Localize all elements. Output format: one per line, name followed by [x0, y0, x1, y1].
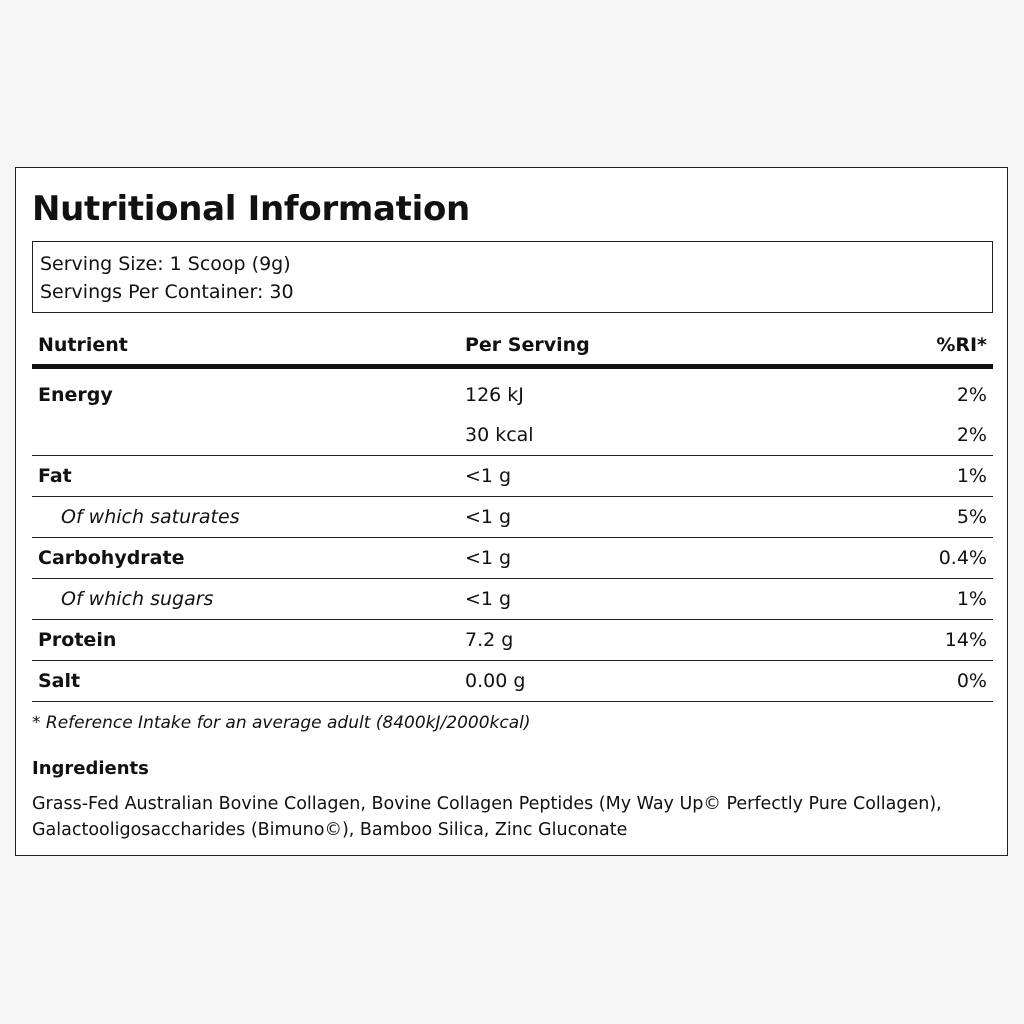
reference-intake-footnote: * Reference Intake for an average adult … [32, 713, 531, 733]
serving-info-box: Serving Size: 1 Scoop (9g) Servings Per … [32, 241, 993, 313]
per-serving-value: <1 g [459, 537, 861, 579]
ri-value: 2% [956, 384, 987, 406]
ri-value: 1% [861, 455, 993, 497]
per-serving-value: 126 kJ [465, 384, 524, 406]
table-row: Salt 0.00 g 0% [32, 660, 993, 702]
page-title: Nutritional Information [32, 189, 470, 229]
nutrient-name: Energy [38, 384, 113, 406]
nutrition-panel: Nutritional Information Serving Size: 1 … [15, 167, 1008, 856]
servings-per-container: Servings Per Container: 30 [40, 281, 294, 303]
ingredients-text: Grass-Fed Australian Bovine Collagen, Bo… [32, 794, 942, 840]
ri-value: 0.4% [861, 537, 993, 579]
per-serving-value: 0.00 g [459, 660, 861, 702]
header-nutrient: Nutrient [32, 326, 459, 369]
nutrition-table: Nutrient Per Serving %RI* Energy 126 kJ … [32, 326, 993, 702]
nutrient-name: Fat [32, 455, 459, 497]
table-row: Fat <1 g 1% [32, 455, 993, 497]
table-row: Of which saturates <1 g 5% [32, 496, 993, 538]
per-serving-value: <1 g [459, 578, 861, 620]
header-ri: %RI* [861, 326, 993, 369]
ri-value: 14% [861, 619, 993, 661]
ingredients-heading: Ingredients [32, 758, 149, 779]
table-row: Protein 7.2 g 14% [32, 619, 993, 661]
table-row: 30 kcal 2% [32, 415, 993, 456]
table-header-row: Nutrient Per Serving %RI* [32, 326, 993, 369]
ri-value: 2% [861, 415, 993, 456]
ri-value: 0% [861, 660, 993, 702]
nutrient-name: Of which saturates [32, 496, 459, 538]
table-row: Carbohydrate <1 g 0.4% [32, 537, 993, 579]
per-serving-value: 7.2 g [459, 619, 861, 661]
nutrient-name: Protein [32, 619, 459, 661]
nutrient-name: Carbohydrate [32, 537, 459, 579]
table-row: Energy 126 kJ 2% [32, 367, 993, 416]
per-serving-value: <1 g [459, 496, 861, 538]
nutrient-name: Salt [32, 660, 459, 702]
serving-size: Serving Size: 1 Scoop (9g) [40, 253, 291, 275]
ri-value: 1% [861, 578, 993, 620]
per-serving-value: 30 kcal [459, 415, 861, 456]
per-serving-value: <1 g [459, 455, 861, 497]
table-row: Of which sugars <1 g 1% [32, 578, 993, 620]
nutrient-name: Of which sugars [32, 578, 459, 620]
header-per-serving: Per Serving [459, 326, 861, 369]
ri-value: 5% [861, 496, 993, 538]
nutrient-name [32, 415, 459, 456]
